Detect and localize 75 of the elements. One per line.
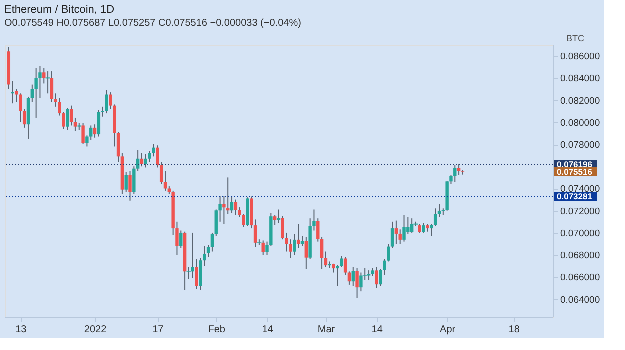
candlestick	[434, 208, 438, 227]
candlestick	[300, 236, 304, 247]
candlestick	[340, 256, 344, 268]
candlestick	[454, 165, 457, 183]
candlestick	[34, 68, 38, 118]
candlestick	[375, 266, 378, 289]
candlestick	[457, 164, 461, 176]
ref-line-label: 0.076196	[557, 159, 593, 170]
y-tick-label: 0.082000	[560, 96, 600, 107]
x-tick-label: 17	[152, 324, 164, 336]
y-axis-title: BTC	[566, 34, 585, 44]
x-tick-label: Mar	[318, 324, 336, 336]
candlestick	[140, 152, 144, 168]
x-tick-label: 18	[508, 324, 520, 336]
chart-subtitle: O0.075549 H0.075687 L0.075257 C0.075516 −0.000033 (−0.04%)	[4, 18, 302, 29]
candlestick	[42, 68, 46, 84]
candlestick	[180, 230, 183, 249]
y-tick-label: 0.084000	[560, 74, 600, 85]
candlestick	[234, 199, 238, 216]
candlestick	[230, 196, 234, 214]
chart-title: Ethereum / Bitcoin, 1D	[4, 4, 115, 16]
candlestick	[316, 218, 320, 242]
candlestick	[254, 219, 258, 248]
candlestick	[344, 256, 348, 276]
candlestick	[422, 222, 426, 234]
candlestick	[50, 71, 54, 103]
candlestick	[206, 244, 210, 258]
candlestick	[367, 270, 371, 282]
candlestick	[438, 204, 442, 218]
candlestick	[116, 132, 120, 163]
candlestick	[304, 236, 308, 270]
candlestick	[105, 90, 108, 114]
candlestick	[348, 271, 352, 286]
candlestick	[164, 170, 168, 192]
candlestick	[320, 236, 324, 270]
candlestick	[324, 251, 328, 268]
candlestick	[390, 221, 394, 249]
candlestick	[82, 123, 85, 146]
candlestick	[352, 266, 355, 287]
x-tick-label: 13	[16, 324, 28, 336]
x-tick-label: 14	[262, 324, 274, 336]
candlestick	[11, 80, 14, 104]
candlestick	[296, 224, 300, 249]
candlestick	[74, 117, 78, 132]
text: 0.075516	[557, 166, 593, 177]
y-tick-label: 0.064000	[560, 294, 600, 306]
candlestick	[262, 240, 265, 256]
candlestick	[461, 170, 465, 176]
x-tick-label: 2022	[84, 324, 108, 336]
y-tick-label: 0.070000	[560, 228, 600, 240]
x-tick-label: Feb	[208, 324, 226, 336]
ref-line-label: 0.073281	[557, 192, 593, 202]
candlestick	[124, 172, 128, 193]
y-tick-label: 0.068000	[560, 250, 600, 262]
candlestick	[402, 214, 406, 242]
candlestick	[273, 214, 277, 226]
candlestick	[144, 154, 148, 168]
candlestick	[277, 209, 281, 224]
candlestick	[356, 268, 359, 299]
y-tick-label: 0.086000	[560, 52, 600, 63]
candlestick	[90, 125, 93, 141]
candlestick	[128, 170, 132, 202]
y-tick-label: 0.080000	[560, 118, 600, 129]
candlestick	[66, 108, 70, 131]
candlestick	[281, 216, 285, 240]
candlestick	[70, 105, 74, 126]
candlestick	[97, 110, 101, 138]
candlestick	[93, 124, 97, 138]
x-tick-label: 14	[372, 324, 384, 336]
y-tick-label: 0.072000	[560, 206, 600, 218]
x-tick-label: Apr	[440, 324, 456, 336]
candlestick	[210, 232, 214, 252]
y-tick-label: 0.066000	[560, 272, 600, 284]
y-tick-label: 0.078000	[560, 140, 600, 152]
candlestick	[394, 220, 398, 245]
